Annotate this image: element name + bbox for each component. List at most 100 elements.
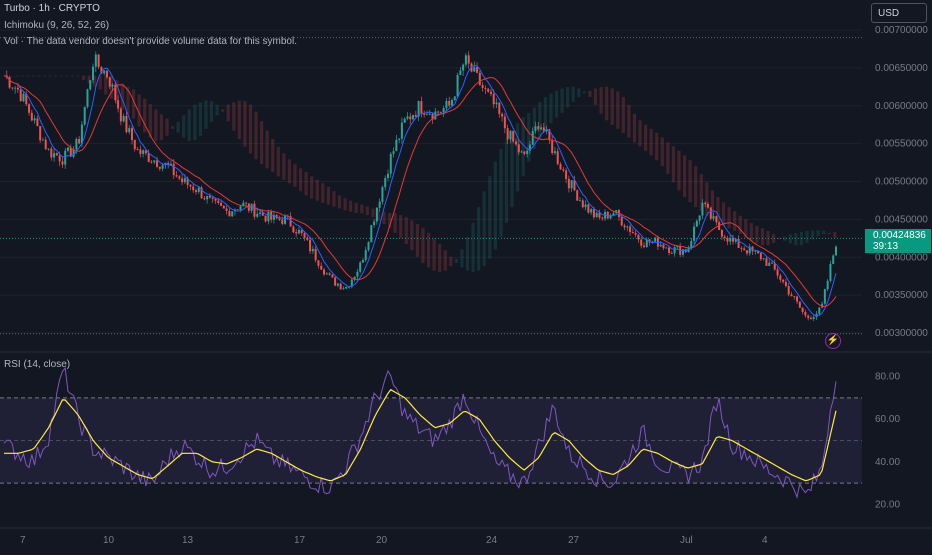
- candle-body: [506, 128, 509, 140]
- candle-body: [606, 211, 609, 219]
- candle-body: [773, 263, 776, 270]
- ichimoku-cloud-segment: [632, 113, 637, 143]
- candle-body: [69, 147, 72, 157]
- symbol-legend[interactable]: Turbo · 1h · CRYPTO: [4, 3, 100, 14]
- candle-body: [695, 220, 698, 227]
- candle-body: [22, 93, 25, 102]
- ichimoku-cloud-segment: [126, 86, 130, 115]
- candle-body: [604, 211, 607, 219]
- candle-body: [50, 148, 53, 158]
- candle-body: [634, 233, 637, 235]
- candle-body: [425, 114, 428, 116]
- candle-body: [281, 219, 284, 224]
- ichimoku-cloud-segment: [471, 223, 475, 273]
- ichimoku-cloud-segment: [298, 168, 303, 192]
- ichimoku-cloud-segment: [655, 132, 659, 161]
- candle-body: [400, 122, 403, 139]
- candle-body: [203, 198, 206, 200]
- candle-body: [640, 239, 643, 246]
- candle-body: [732, 237, 735, 242]
- candle-body: [86, 89, 89, 107]
- ichimoku-cloud-segment: [159, 114, 164, 141]
- candle-body: [345, 286, 348, 289]
- ichimoku-cloud-segment: [477, 207, 481, 271]
- candle-body: [156, 160, 159, 167]
- ichimoku-cloud-segment: [616, 91, 620, 129]
- ichimoku-cloud-segment: [805, 230, 809, 243]
- candle-body: [434, 111, 437, 120]
- candle-body: [28, 104, 31, 113]
- ichimoku-cloud-segment: [360, 204, 364, 214]
- ichimoku-cloud-segment: [527, 112, 531, 162]
- candle-body: [75, 138, 78, 150]
- ichimoku-cloud-segment: [81, 75, 86, 81]
- rsi-legend[interactable]: RSI (14, close): [4, 359, 71, 370]
- ichimoku-cloud-segment: [15, 75, 19, 77]
- ichimoku-cloud-segment: [465, 237, 470, 271]
- ichimoku-cloud-segment: [382, 211, 386, 225]
- candle-body: [264, 215, 267, 222]
- candle-body: [456, 75, 459, 97]
- ichimoku-cloud-segment: [371, 208, 375, 218]
- ichimoku-legend[interactable]: Ichimoku (9, 26, 52, 26): [4, 20, 110, 31]
- candle-body: [637, 234, 640, 240]
- lightning-bolt-icon[interactable]: ⚡: [825, 333, 841, 349]
- ichimoku-cloud-segment: [833, 231, 837, 238]
- candle-body: [108, 77, 111, 87]
- candle-body: [325, 273, 328, 275]
- candle-body: [734, 238, 737, 242]
- candle-body: [256, 213, 259, 217]
- ichimoku-cloud-segment: [738, 215, 742, 235]
- ichimoku-cloud-segment: [666, 142, 670, 175]
- ichimoku-cloud-segment: [209, 101, 214, 122]
- candle-body: [259, 212, 261, 214]
- ichimoku-cloud-segment: [649, 128, 653, 156]
- ichimoku-cloud-segment: [783, 236, 787, 241]
- candle-body: [659, 244, 662, 247]
- ichimoku-cloud-segment: [766, 230, 770, 246]
- candle-body: [537, 126, 540, 130]
- ichimoku-cloud-segment: [794, 233, 798, 246]
- candle-body: [336, 283, 339, 286]
- candle-body: [334, 277, 337, 286]
- candle-body: [14, 87, 17, 89]
- ichimoku-cloud-segment: [482, 191, 486, 267]
- candle-body: [751, 246, 754, 252]
- candle-body: [723, 236, 726, 238]
- candle-body: [698, 215, 701, 221]
- candle-body: [665, 247, 668, 249]
- ichimoku-cloud-segment: [605, 86, 609, 121]
- candle-body: [704, 202, 707, 204]
- ichimoku-cloud-segment: [93, 75, 97, 87]
- time-tick-label: 4: [762, 535, 768, 546]
- ichimoku-cloud-segment: [132, 89, 136, 119]
- ichimoku-cloud-segment: [232, 102, 236, 131]
- candle-body: [144, 150, 147, 154]
- candle-body: [47, 148, 50, 150]
- candle-body: [236, 209, 239, 211]
- price-tick-label: 0.00450000: [875, 214, 928, 225]
- currency-button[interactable]: USD: [871, 3, 927, 23]
- ichimoku-cloud-segment: [571, 86, 575, 102]
- ichimoku-cloud-segment: [516, 123, 520, 192]
- candle-body: [498, 102, 501, 114]
- volume-legend[interactable]: Vol · The data vendor doesn't provide vo…: [4, 36, 297, 47]
- candle-body: [284, 215, 287, 224]
- candle-body: [576, 190, 579, 201]
- candle-body: [487, 88, 490, 92]
- candle-body: [306, 237, 309, 240]
- time-tick-label: 24: [486, 535, 498, 546]
- candle-body: [8, 77, 11, 88]
- candle-body: [78, 138, 81, 144]
- ichimoku-cloud-segment: [154, 109, 158, 142]
- ichimoku-cloud-segment: [493, 161, 497, 250]
- candle-body: [745, 250, 748, 254]
- candle-body: [553, 151, 556, 154]
- ichimoku-cloud-segment: [42, 75, 47, 77]
- candle-body: [261, 212, 264, 216]
- candle-body: [200, 187, 203, 199]
- ichimoku-cloud-segment: [321, 183, 325, 203]
- ichimoku-cloud-segment: [137, 94, 141, 127]
